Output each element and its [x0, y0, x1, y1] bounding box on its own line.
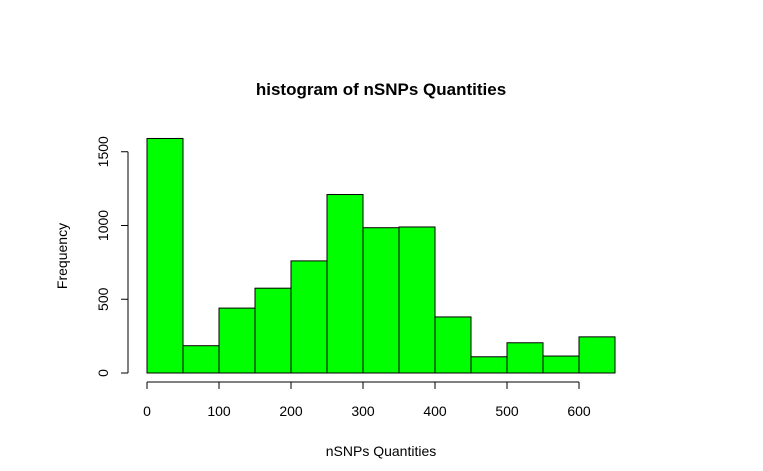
bars-group — [146, 137, 616, 374]
histogram-bar — [254, 287, 292, 374]
y-tick-label: 1500 — [95, 136, 111, 167]
x-tick-label: 400 — [423, 403, 447, 419]
y-axis: 0 500 1000 1500 — [95, 136, 129, 377]
y-tick-label: 1000 — [95, 210, 111, 241]
x-tick-label: 0 — [143, 403, 151, 419]
histogram-bar — [398, 226, 436, 374]
chart-title: histogram of nSNPs Quantities — [256, 80, 506, 99]
histogram-bar — [326, 194, 364, 374]
y-axis-label: Frequency — [54, 223, 70, 289]
histogram-bar — [362, 227, 400, 374]
x-tick-label: 100 — [207, 403, 231, 419]
y-tick-label: 500 — [95, 287, 111, 311]
histogram-bar — [578, 336, 616, 374]
histogram-bar — [218, 307, 256, 374]
histogram-bar — [182, 345, 220, 374]
histogram-bar — [434, 316, 472, 374]
histogram-bar — [146, 137, 184, 374]
histogram-bar — [470, 356, 508, 374]
x-tick-label: 600 — [567, 403, 591, 419]
histogram-bar — [542, 355, 580, 374]
x-tick-label: 300 — [351, 403, 375, 419]
x-axis-label: nSNPs Quantities — [326, 443, 437, 459]
y-tick-label: 0 — [95, 369, 111, 377]
histogram-bar — [506, 342, 544, 374]
x-tick-label: 500 — [495, 403, 519, 419]
x-axis: 0 100 200 300 400 500 600 — [143, 381, 591, 419]
x-tick-label: 200 — [279, 403, 303, 419]
histogram-bar — [290, 260, 328, 374]
